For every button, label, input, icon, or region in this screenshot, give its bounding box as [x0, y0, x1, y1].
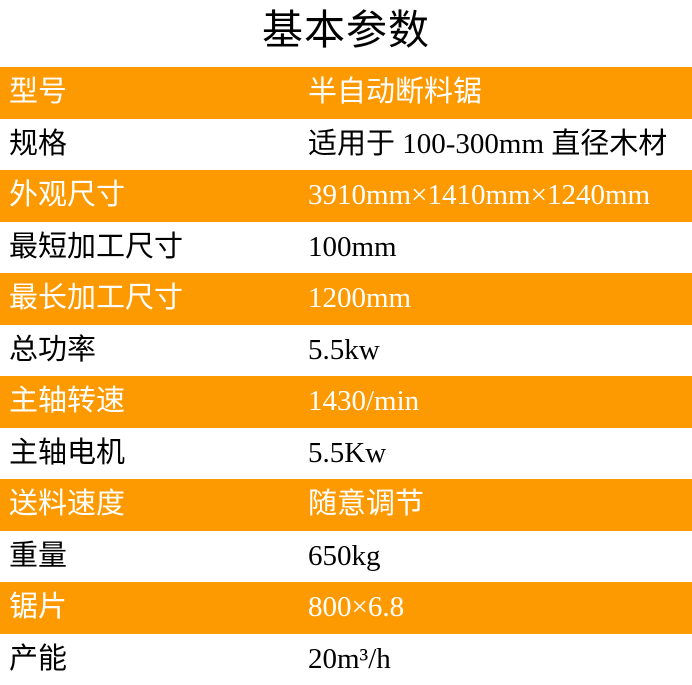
param-label: 总功率: [9, 333, 97, 366]
table-row: 总功率 5.5kw: [0, 324, 692, 376]
table-row: 产能 20m³/h: [0, 633, 692, 685]
page-title: 基本参数: [262, 7, 430, 53]
param-value: 800×6.8: [308, 591, 405, 624]
param-label: 最长加工尺寸: [9, 282, 184, 315]
param-label: 最短加工尺寸: [9, 230, 184, 263]
param-label: 重量: [9, 539, 68, 572]
param-value: 半自动断料锯: [308, 76, 483, 109]
param-value: 3910mm×1410mm×1240mm: [308, 179, 651, 212]
param-value: 1430/min: [308, 385, 420, 418]
table-row: 锯片 800×6.8: [0, 582, 692, 634]
param-label: 主轴转速: [9, 385, 126, 418]
param-value: 随意调节: [308, 488, 425, 521]
param-value: 1200mm: [308, 282, 412, 315]
table-row: 重量 650kg: [0, 530, 692, 582]
table-row: 外观尺寸 3910mm×1410mm×1240mm: [0, 170, 692, 222]
param-value: 5.5kw: [308, 333, 380, 366]
table-row: 送料速度 随意调节: [0, 479, 692, 531]
param-value: 20m³/h: [308, 642, 391, 675]
table-row: 型号 半自动断料锯: [0, 67, 692, 119]
table-row: 主轴电机 5.5Kw: [0, 427, 692, 479]
table-row: 主轴转速 1430/min: [0, 376, 692, 428]
param-label: 外观尺寸: [9, 179, 126, 212]
param-value: 适用于 100-300mm 直径木材: [308, 127, 668, 160]
param-label: 规格: [9, 127, 68, 160]
param-label: 送料速度: [9, 488, 126, 521]
param-label: 锯片: [9, 591, 68, 624]
table-row: 规格 适用于 100-300mm 直径木材: [0, 118, 692, 170]
param-value: 100mm: [308, 230, 397, 263]
param-value: 650kg: [308, 539, 381, 572]
param-label: 主轴电机: [9, 436, 126, 469]
param-label: 产能: [9, 642, 68, 675]
param-label: 型号: [9, 76, 68, 109]
table-row: 最长加工尺寸 1200mm: [0, 273, 692, 325]
param-value: 5.5Kw: [308, 436, 387, 469]
table-row: 最短加工尺寸 100mm: [0, 221, 692, 273]
parameters-table: 型号 半自动断料锯规格 适用于 100-300mm 直径木材外观尺寸 3910mm×1…: [0, 67, 692, 685]
